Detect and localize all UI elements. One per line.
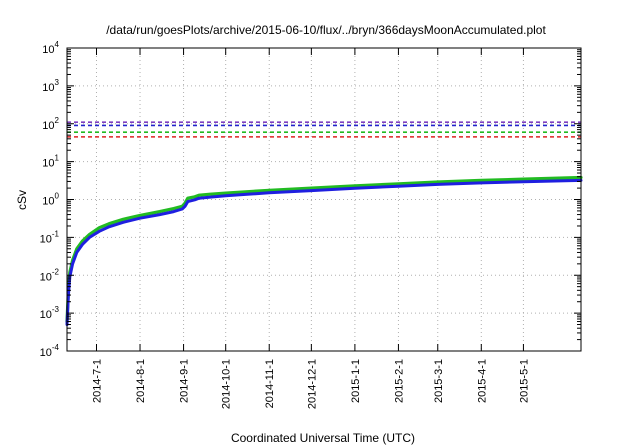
y-tick-label: 104	[42, 40, 59, 56]
y-tick-label: 103	[42, 78, 59, 94]
y-tick-label: 102	[42, 116, 59, 132]
x-tick-label: 2015-5-1	[518, 359, 530, 403]
series-line	[65, 178, 583, 326]
x-tick-label: 2014-7-1	[91, 359, 103, 403]
x-tick-label: 2014-9-1	[179, 359, 191, 403]
grid	[67, 48, 581, 351]
series-lines	[65, 175, 583, 326]
y-tick-label: 101	[42, 154, 59, 170]
x-tick-label: 2015-4-1	[476, 359, 488, 403]
y-axis: 10-4 10-3 10-2 10-1 100 101 102 103 104	[40, 40, 581, 359]
y-axis-label: cSv	[15, 190, 29, 210]
reference-lines	[67, 121, 581, 138]
series-line	[65, 175, 583, 324]
y-tick-label: 10-2	[40, 267, 60, 283]
y-tick-label: 10-1	[40, 229, 60, 245]
x-tick-label: 2014-8-1	[135, 359, 147, 403]
y-tick-label: 10-3	[40, 305, 60, 321]
x-tick-label: 2014-10-1	[221, 359, 233, 409]
x-axis-label: Coordinated Universal Time (UTC)	[231, 431, 415, 445]
x-tick-label: 2015-1-1	[350, 359, 362, 403]
x-tick-label: 2014-11-1	[264, 359, 276, 408]
x-tick-label: 2015-2-1	[393, 359, 405, 403]
x-axis: 2014-7-1 2014-8-1 2014-9-1 2014-10-1 2014-11…	[91, 48, 530, 409]
x-tick-label: 2014-12-1	[306, 359, 318, 409]
chart-title: /data/run/goesPlots/archive/2015-06-10/f…	[106, 23, 546, 37]
y-tick-label: 10-4	[40, 343, 60, 359]
y-tick-label: 100	[42, 192, 59, 208]
x-tick-label: 2015-3-1	[433, 359, 445, 403]
